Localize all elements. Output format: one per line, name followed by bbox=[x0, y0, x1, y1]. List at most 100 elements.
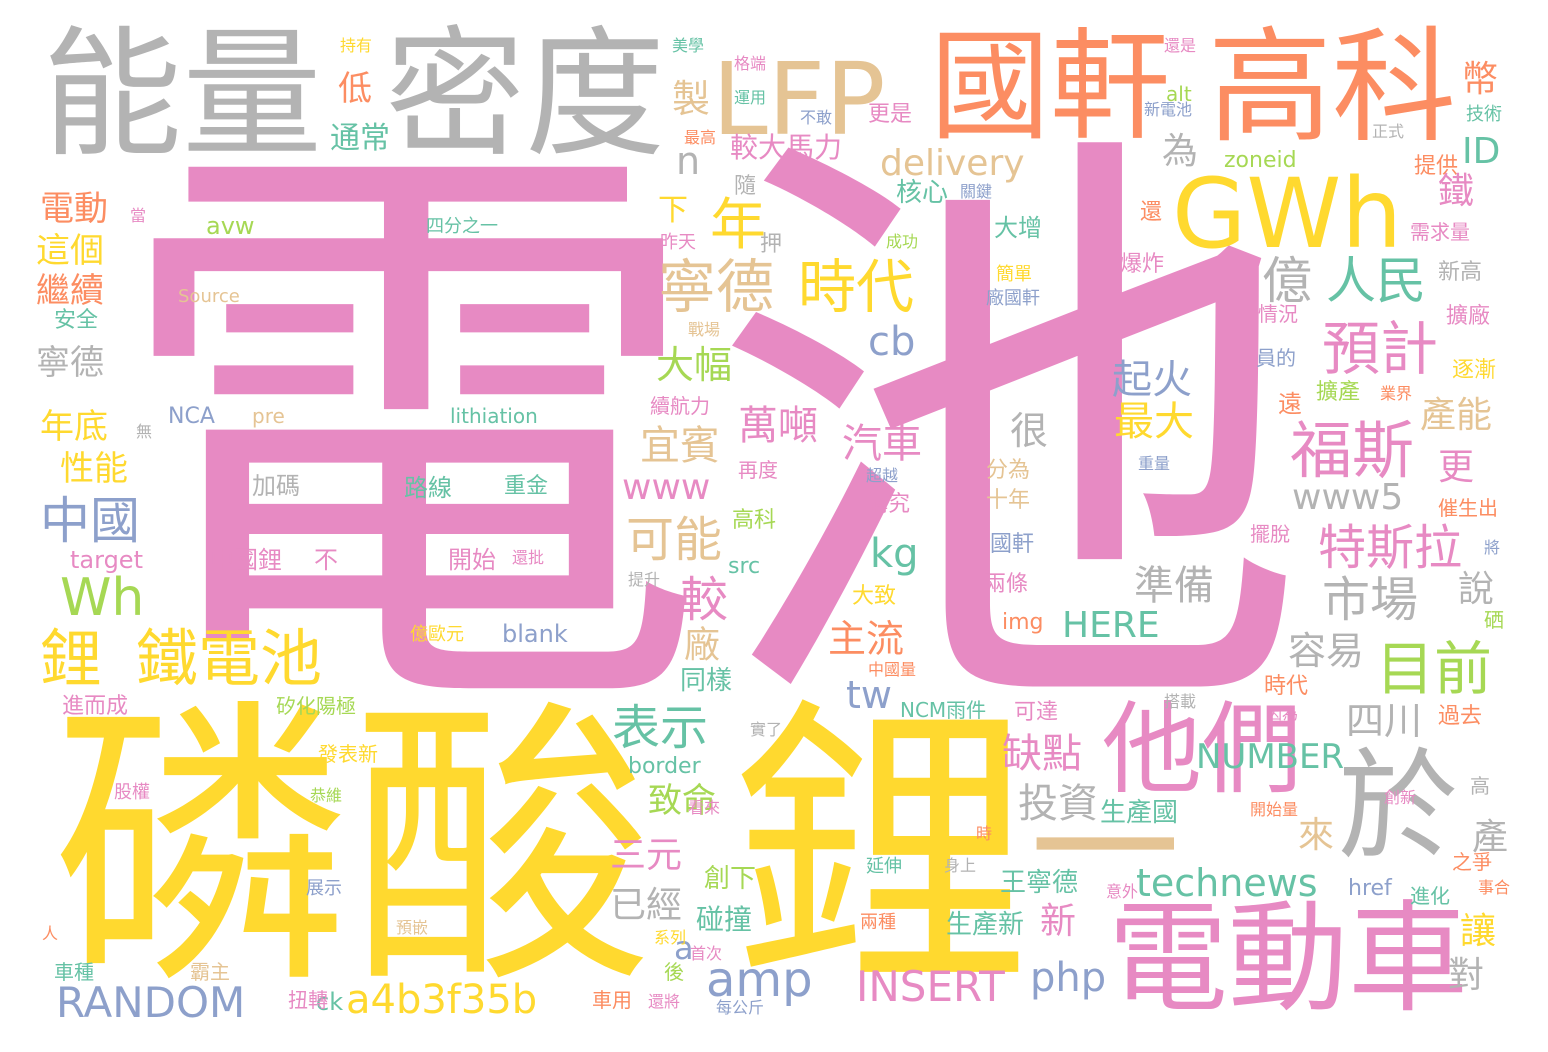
word-chuangxin: 創新 bbox=[1384, 790, 1416, 806]
word-dazhi: 大致 bbox=[852, 586, 896, 608]
word-keneng: 可能 bbox=[626, 516, 722, 564]
word-yunyong: 運用 bbox=[734, 90, 766, 106]
word-diandong: 電動 bbox=[40, 192, 108, 226]
word-zhongliang: 重量 bbox=[1138, 456, 1170, 472]
word-blank: blank bbox=[502, 622, 568, 646]
word-gengshi: 更是 bbox=[868, 104, 912, 126]
word-jinercheng: 進而成 bbox=[62, 696, 128, 718]
word-zuida: 最大 bbox=[1114, 402, 1194, 442]
word-bugan: 不敢 bbox=[800, 110, 832, 126]
word-src: src bbox=[728, 556, 760, 578]
word-rang: 讓 bbox=[1460, 914, 1496, 950]
word-yu: 於 bbox=[1338, 748, 1458, 868]
word-wei: 為 bbox=[1162, 134, 1198, 170]
word-hai: 還 bbox=[1140, 202, 1162, 224]
word-tigong: 提供 bbox=[1414, 156, 1458, 178]
word-wu: 無 bbox=[136, 424, 152, 440]
word-tiedianchi: 鐵電池 bbox=[136, 628, 322, 690]
word-meixue: 美學 bbox=[672, 38, 704, 54]
word-mqian: 目前 bbox=[1376, 640, 1492, 698]
word-cuishengchu: 催生出 bbox=[1438, 498, 1498, 518]
word-cb: cb bbox=[868, 322, 915, 362]
word-chaoyue: 超越 bbox=[866, 468, 898, 484]
word-shouci: 首次 bbox=[690, 946, 722, 962]
word-pre: pre bbox=[252, 406, 285, 426]
word-liangzhong: 兩種 bbox=[860, 914, 896, 932]
word-cheyong: 車用 bbox=[592, 990, 632, 1010]
word-dazeng: 大增 bbox=[994, 216, 1042, 240]
word-kuochan: 擴產 bbox=[1316, 382, 1360, 404]
word-tie: 鐵 bbox=[1438, 174, 1474, 210]
word-xi: 硒 bbox=[1484, 610, 1504, 630]
word-dui: 對 bbox=[1448, 958, 1484, 994]
word-sichuan: 四川 bbox=[1346, 702, 1422, 740]
word-yuan: 遠 bbox=[1278, 392, 1302, 416]
word-tongyang: 同樣 bbox=[680, 668, 732, 694]
word-yibin: 宜賓 bbox=[640, 426, 720, 466]
word-liangtiao: 兩條 bbox=[984, 574, 1028, 596]
word-haijiang: 還將 bbox=[648, 994, 680, 1010]
word-fenwei: 分為 bbox=[986, 460, 1030, 482]
word-li-small: 鋰 bbox=[40, 628, 102, 690]
word-jiandan: 簡單 bbox=[996, 266, 1032, 284]
word-shuo: 說 bbox=[1458, 572, 1494, 608]
word-guihuayangji: 矽化陽極 bbox=[276, 696, 356, 716]
word-target: target bbox=[70, 548, 143, 572]
word-haishi: 還是 bbox=[1164, 38, 1196, 54]
word-guoxuan-small: 國軒 bbox=[990, 534, 1034, 556]
word-ren: 人 bbox=[42, 926, 58, 942]
word-kuochang: 擴廠 bbox=[1446, 306, 1490, 328]
word-zhongguoli: 中國鋰 bbox=[210, 548, 282, 572]
word-zhunbei: 準備 bbox=[1134, 566, 1214, 606]
word-tisheng: 提升 bbox=[628, 572, 660, 588]
word-gao: 高 bbox=[1470, 776, 1490, 796]
word-shengchanxin: 生產新 bbox=[946, 912, 1024, 938]
word-yuqian: 預嵌 bbox=[396, 920, 428, 936]
word-chezhong: 車種 bbox=[54, 962, 94, 982]
word-qingkuang: 情況 bbox=[1258, 304, 1298, 324]
word-gongwei: 恭維 bbox=[310, 788, 342, 804]
word-midu: 密度 bbox=[385, 26, 665, 166]
word-here: HERE bbox=[1062, 608, 1160, 644]
word-border: border bbox=[628, 756, 701, 778]
word-a4b3f35b: a4b3f35b bbox=[346, 980, 537, 1020]
word-channeng: 產能 bbox=[1420, 398, 1492, 434]
word-chuangxia: 創下 bbox=[704, 866, 756, 892]
word-jiaodamali: 較大馬力 bbox=[730, 134, 842, 162]
word-rongyi: 容易 bbox=[1288, 632, 1364, 670]
word-jinhua: 進化 bbox=[1410, 886, 1450, 906]
word-gaoke: 高科 bbox=[1208, 26, 1456, 150]
word-www: www bbox=[622, 470, 710, 506]
word-shihe: 事合 bbox=[1478, 880, 1510, 896]
word-jiang: 將 bbox=[1484, 540, 1500, 556]
word-href: href bbox=[1348, 878, 1392, 900]
word-dang: 當 bbox=[130, 208, 146, 224]
word-kaishi: 開始 bbox=[448, 548, 496, 572]
word-sui: 隨 bbox=[734, 176, 756, 198]
word-lai: 來 bbox=[1298, 818, 1334, 854]
word-ya: 押 bbox=[760, 234, 782, 256]
word-xia: 下 bbox=[658, 196, 688, 226]
word-hou: 後 bbox=[664, 962, 684, 982]
word-renmin: 人民 bbox=[1326, 256, 1426, 306]
word-insert: INSERT bbox=[856, 966, 1005, 1008]
word-xingneng: 性能 bbox=[60, 452, 128, 486]
word-dafu: 大幅 bbox=[656, 346, 732, 384]
word-jiao: 較 bbox=[680, 576, 728, 624]
word-keda: 可達 bbox=[1014, 702, 1058, 724]
word-zhanshi: 展示 bbox=[306, 880, 342, 898]
word-shi: 時 bbox=[976, 826, 992, 842]
word-biaoshi: 表示 bbox=[612, 704, 708, 752]
word-niuzhuan: 扭轉 bbox=[288, 990, 328, 1010]
word-baozha: 爆炸 bbox=[1120, 254, 1164, 276]
word-shidai-small: 時代 bbox=[1264, 676, 1308, 698]
word-ningde-small: 寧德 bbox=[36, 346, 104, 380]
word-gwh: GWh bbox=[1172, 166, 1402, 262]
word-luxian: 路線 bbox=[404, 476, 452, 500]
word-guoqu: 過去 bbox=[1438, 706, 1482, 728]
word-xuqiuliang: 需求量 bbox=[1410, 222, 1470, 242]
word-bi: 幣 bbox=[1462, 62, 1498, 98]
word-hen: 很 bbox=[1010, 412, 1048, 450]
word-ncm: NCM雨件 bbox=[900, 700, 986, 720]
